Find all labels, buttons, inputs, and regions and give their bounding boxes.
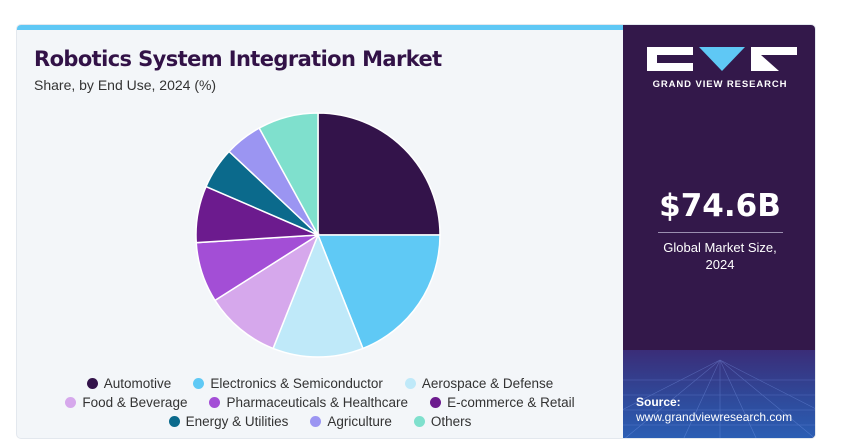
- legend-label: Automotive: [103, 376, 172, 391]
- legend-label: Agriculture: [327, 414, 392, 429]
- legend-item: Others: [413, 414, 472, 429]
- legend-item: Food & Beverage: [65, 395, 187, 410]
- legend-item: Energy & Utilities: [168, 414, 289, 429]
- chart-card: Robotics System Integration Market Share…: [16, 24, 816, 439]
- legend-swatch: [310, 416, 322, 427]
- legend-item: Pharmaceuticals & Healthcare: [209, 395, 408, 410]
- legend-swatch: [65, 397, 77, 408]
- market-size-label-line1: Global Market Size,: [663, 240, 777, 255]
- pie-chart: [195, 112, 441, 358]
- pie-slice-electronics-semiconductor: [316, 234, 441, 350]
- chart-legend: Automotive Electronics & Semiconductor Aer…: [17, 374, 623, 431]
- legend-label: Electronics & Semiconductor: [210, 376, 383, 391]
- legend-label: Energy & Utilities: [185, 414, 289, 429]
- divider: [658, 232, 783, 233]
- legend-item: Automotive: [86, 376, 172, 391]
- legend-item: Aerospace & Defense: [404, 376, 554, 391]
- grand-view-research-logo: [647, 47, 797, 71]
- source-label: Source:: [636, 395, 681, 409]
- market-size-label: Global Market Size, 2024: [623, 239, 815, 273]
- grid-pattern: [623, 359, 815, 438]
- legend-item: Agriculture: [310, 414, 392, 429]
- source-note: Source: www.grandviewresearch.com: [636, 395, 792, 425]
- source-background: [623, 350, 815, 438]
- market-size-label-line2: 2024: [705, 257, 735, 272]
- legend-row: Energy & Utilities Agriculture Others: [17, 412, 623, 431]
- pie-slice-food-beverage: [213, 233, 320, 350]
- legend-swatch: [404, 378, 416, 389]
- legend-item: Electronics & Semiconductor: [193, 376, 383, 391]
- legend-label: Pharmaceuticals & Healthcare: [226, 395, 409, 410]
- pie-slice-others: [258, 112, 319, 236]
- legend-swatch: [209, 397, 221, 408]
- pie-chart-area: [17, 30, 623, 438]
- legend-swatch: [430, 397, 442, 408]
- pie-slice-aerospace-defense: [272, 232, 364, 358]
- legend-label: Food & Beverage: [82, 395, 188, 410]
- summary-panel: GRAND VIEW RESEARCH $74.6B Global Market…: [623, 25, 815, 438]
- market-size-value: $74.6B: [659, 188, 781, 224]
- legend-label: Others: [430, 414, 472, 429]
- legend-label: E-commerce & Retail: [447, 395, 575, 410]
- chart-title: Robotics System Integration Market: [34, 47, 442, 71]
- source-url[interactable]: www.grandviewresearch.com: [636, 410, 793, 424]
- legend-swatch: [193, 378, 205, 389]
- legend-swatch: [413, 416, 425, 427]
- legend-swatch: [168, 416, 180, 427]
- chart-panel: Robotics System Integration Market Share…: [17, 30, 623, 438]
- legend-label: Aerospace & Defense: [421, 376, 554, 391]
- legend-row: Food & Beverage Pharmaceuticals & Healthc…: [17, 393, 623, 412]
- brand-name: GRAND VIEW RESEARCH: [652, 79, 788, 90]
- legend-swatch: [86, 378, 98, 389]
- legend-row: Automotive Electronics & Semiconductor Aer…: [17, 374, 623, 393]
- legend-item: E-commerce & Retail: [430, 395, 575, 410]
- accent-bar: [17, 25, 623, 30]
- chart-subtitle: Share, by End Use, 2024 (%): [34, 77, 217, 93]
- pie-slice-automotive: [317, 112, 441, 236]
